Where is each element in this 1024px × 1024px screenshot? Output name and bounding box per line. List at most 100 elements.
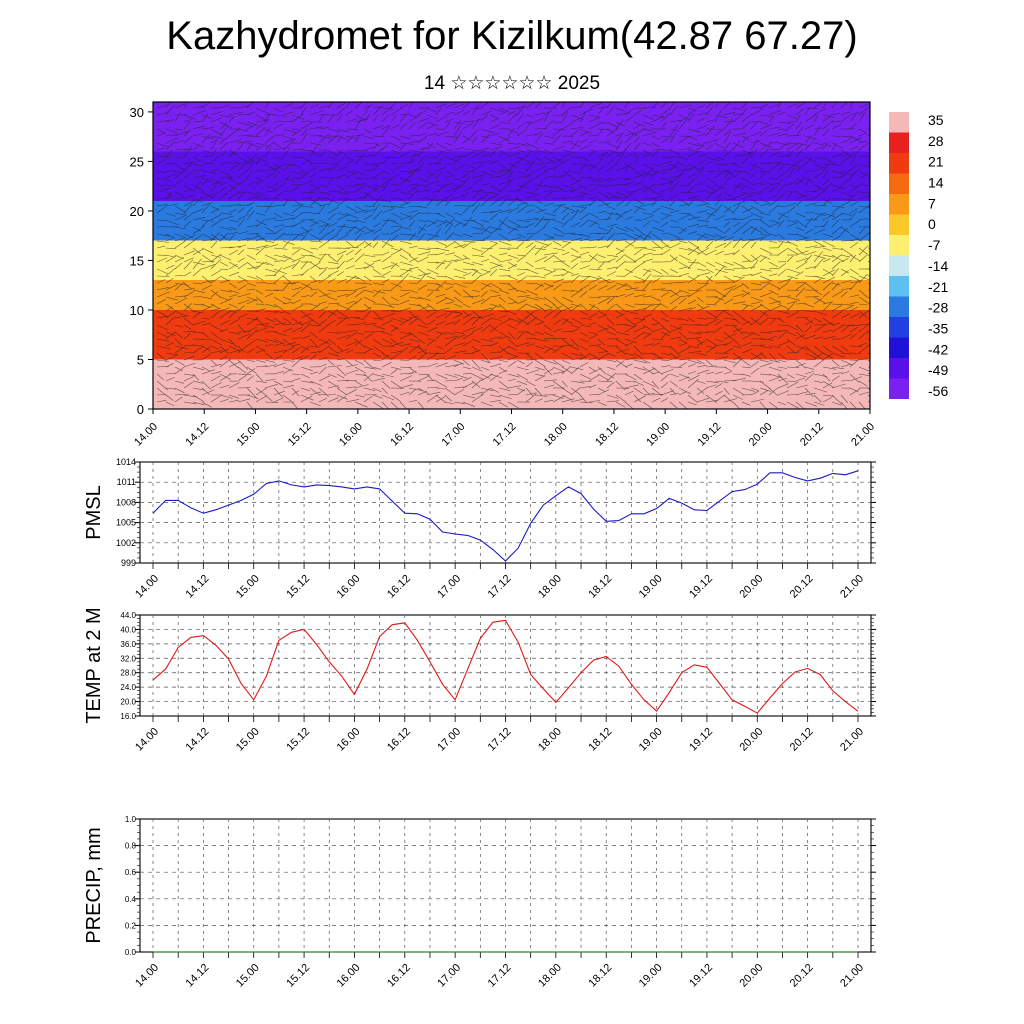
temp-xtick-label: 15.00 (234, 726, 262, 754)
temp-ytick-label: 24.0 (120, 683, 136, 692)
heatmap-ytick-label: 25 (130, 154, 144, 169)
precip-xtick-label: 16.12 (385, 962, 413, 990)
heatmap-xtick-label: 18.00 (542, 421, 570, 449)
heatmap-panel: 0 5 10 15 20 25 30 14.00 14.12 15.00 15.12 16.00 16.… (130, 101, 877, 449)
pmsl-xtick-label: 18.00 (536, 573, 564, 601)
precip-xtick-label: 18.12 (586, 962, 614, 990)
chart-title: Kazhydromet for Kizilkum(42.87 67.27) (166, 14, 858, 58)
heatmap-ytick-label: 0 (137, 402, 144, 417)
heatmap-xtick-label: 16.00 (337, 421, 365, 449)
pmsl-xtick-label: 19.12 (687, 573, 715, 601)
colorbar-label: -42 (928, 341, 948, 357)
pmsl-xtick-label: 16.00 (335, 573, 363, 601)
temp-xtick-label: 14.12 (184, 726, 212, 754)
pmsl-xtick-label: 20.12 (788, 573, 816, 601)
temp-xtick-label: 15.12 (284, 726, 312, 754)
heatmap-xtick-label: 20.12 (798, 421, 826, 449)
colorbar-label: 0 (928, 216, 936, 232)
heatmap-ytick-label: 15 (130, 253, 144, 268)
pmsl-ytick-label: 1005 (116, 518, 136, 528)
precip-xtick-label: 21.00 (838, 962, 866, 990)
temp-xtick-label: 16.12 (385, 726, 413, 754)
temp-xtick-label: 14.00 (133, 726, 161, 754)
pmsl-xtick-label: 20.00 (737, 573, 765, 601)
precip-xtick-label: 18.00 (536, 962, 564, 990)
temp-ytick-label: 36.0 (120, 640, 136, 649)
heatmap-xtick-label: 21.00 (849, 421, 877, 449)
precip-xtick-label: 20.00 (737, 962, 765, 990)
temp-ylabel: TEMP at 2 M (83, 607, 105, 723)
temp-xtick-label: 17.12 (486, 726, 514, 754)
pmsl-xtick-label: 16.12 (385, 573, 413, 601)
temp-ytick-label: 20.0 (120, 698, 136, 707)
colorbar-label: -14 (928, 258, 948, 274)
precip-xtick-label: 19.12 (687, 962, 715, 990)
colorbar-label: 14 (928, 175, 944, 191)
pmsl-xtick-label: 19.00 (637, 573, 665, 601)
colorbar-label: -49 (928, 362, 948, 378)
heatmap-xtick-label: 19.12 (696, 421, 724, 449)
heatmap-xtick-label: 18.12 (593, 421, 621, 449)
wind-vectors (156, 102, 870, 409)
heatmap-xtick-label: 14.00 (132, 421, 160, 449)
pmsl-ytick-label: 1014 (116, 457, 136, 467)
colorbar-label: 28 (928, 133, 944, 149)
temp-xtick-label: 21.00 (838, 726, 866, 754)
precip-xtick-label: 20.12 (788, 962, 816, 990)
temp-xtick-label: 19.00 (637, 726, 665, 754)
pmsl-ytick-label: 1002 (116, 538, 136, 548)
temp-xtick-label: 20.12 (788, 726, 816, 754)
heatmap-xtick-label: 17.00 (439, 421, 467, 449)
pmsl-xtick-label: 21.00 (838, 573, 866, 601)
pmsl-xtick-label: 14.00 (133, 573, 161, 601)
temp-xtick-label: 16.00 (335, 726, 363, 754)
heatmap-xtick-label: 20.00 (747, 421, 775, 449)
colorbar-label: 21 (928, 154, 944, 170)
temp-ytick-label: 40.0 (120, 625, 136, 634)
temp-xtick-label: 19.12 (687, 726, 715, 754)
colorbar-label: 7 (928, 195, 936, 211)
pmsl-ytick-label: 999 (121, 558, 136, 568)
heatmap-xtick-label: 16.12 (388, 421, 416, 449)
heatmap-ytick-label: 5 (137, 352, 144, 367)
temp-ytick-label: 32.0 (120, 654, 136, 663)
pmsl-xtick-label: 15.12 (284, 573, 312, 601)
precip-xtick-label: 14.12 (184, 962, 212, 990)
pmsl-xtick-label: 14.12 (184, 573, 212, 601)
heatmap-ytick-label: 20 (130, 204, 144, 219)
colorbar-bar (889, 112, 909, 399)
precip-ylabel: PRECIP, mm (83, 827, 105, 943)
precip-xtick-label: 16.00 (335, 962, 363, 990)
heatmap-xtick-label: 15.12 (286, 421, 314, 449)
temp-xtick-label: 18.12 (586, 726, 614, 754)
precip-xtick-label: 17.00 (435, 962, 463, 990)
temp-xtick-label: 17.00 (435, 726, 463, 754)
colorbar-label: -28 (928, 300, 948, 316)
pmsl-ytick-label: 1008 (116, 497, 136, 507)
temp-xtick-label: 18.00 (536, 726, 564, 754)
chart-subtitle: 14 ☆☆☆☆☆☆ 2025 (423, 73, 601, 94)
pmsl-xtick-label: 17.12 (486, 573, 514, 601)
heatmap-xtick-label: 19.00 (644, 421, 672, 449)
colorbar-label: -56 (928, 383, 948, 399)
precip-ytick-label: 0.0 (125, 948, 137, 957)
pmsl-xtick-label: 18.12 (586, 573, 614, 601)
heatmap-xtick-label: 14.12 (183, 421, 211, 449)
colorbar-label: -21 (928, 279, 948, 295)
precip-ytick-label: 0.2 (125, 921, 137, 930)
colorbar-label: 35 (928, 112, 944, 128)
temp-xtick-label: 20.00 (737, 726, 765, 754)
pmsl-ylabel: PMSL (83, 485, 105, 539)
pmsl-ytick-label: 1011 (117, 477, 136, 487)
precip-xtick-label: 15.00 (234, 962, 262, 990)
heatmap-ytick-label: 10 (130, 303, 144, 318)
temp-ytick-label: 44.0 (120, 611, 136, 620)
colorbar-label: -35 (928, 320, 948, 336)
precip-xtick-label: 17.12 (486, 962, 514, 990)
heatmap-field (153, 102, 870, 409)
precip-ytick-label: 0.6 (125, 868, 137, 877)
precip-xtick-label: 19.00 (637, 962, 665, 990)
colorbar-label: -7 (928, 237, 941, 253)
temp-ytick-label: 16.0 (120, 712, 136, 721)
heatmap-xtick-label: 15.00 (235, 421, 263, 449)
